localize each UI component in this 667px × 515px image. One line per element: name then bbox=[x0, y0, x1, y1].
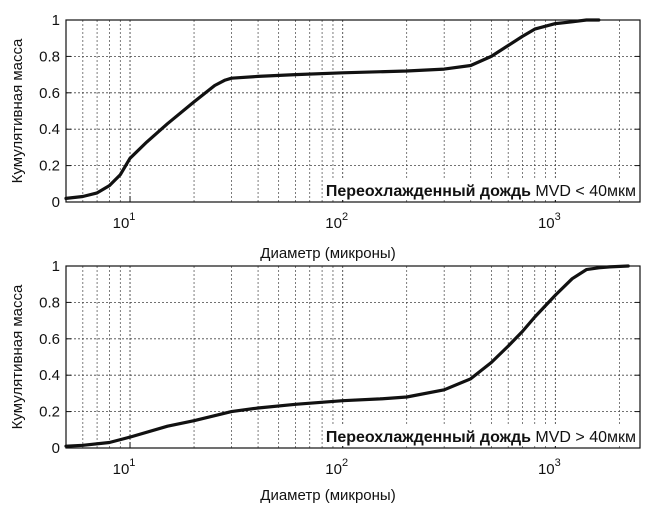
x-tick-exponent: 2 bbox=[342, 211, 348, 223]
y-tick-label: 0.6 bbox=[39, 85, 60, 102]
y-tick-label: 1 bbox=[52, 12, 60, 29]
annotation-bold: Переохлажденный дождь bbox=[326, 183, 531, 200]
annotation-background bbox=[322, 424, 639, 446]
x-tick-label: 102 bbox=[325, 457, 348, 478]
x-tick-base: 10 bbox=[325, 215, 342, 232]
x-tick-base: 10 bbox=[113, 215, 130, 232]
annotation-bold: Переохлажденный дождь bbox=[326, 429, 531, 446]
y-tick-label: 0 bbox=[52, 440, 60, 457]
y-tick-label: 0.2 bbox=[39, 404, 60, 421]
plot-frame bbox=[65, 19, 641, 203]
x-tick-label: 101 bbox=[113, 211, 136, 232]
x-tick-base: 10 bbox=[325, 461, 342, 478]
y-tick-label: 0.6 bbox=[39, 331, 60, 348]
annotation-background bbox=[322, 178, 639, 200]
x-axis-label: Диаметр (микроны) bbox=[260, 245, 395, 262]
x-axis-label: Диаметр (микроны) bbox=[260, 487, 395, 504]
y-tick-label: 0.2 bbox=[39, 158, 60, 175]
y-tick-label: 0.4 bbox=[39, 121, 60, 138]
x-tick-exponent: 2 bbox=[342, 457, 348, 469]
x-tick-label: 102 bbox=[325, 211, 348, 232]
annotation-rest: MVD < 40мкм bbox=[531, 183, 636, 200]
annotation-rest: MVD > 40мкм bbox=[531, 429, 636, 446]
x-tick-exponent: 1 bbox=[129, 211, 135, 223]
x-tick-exponent: 3 bbox=[555, 211, 561, 223]
y-tick-label: 0.4 bbox=[39, 367, 60, 384]
legend-annotation: Переохлажденный дождь MVD < 40мкм bbox=[326, 183, 636, 200]
y-tick-label: 0.8 bbox=[39, 294, 60, 311]
x-tick-label: 103 bbox=[538, 457, 561, 478]
x-tick-exponent: 1 bbox=[129, 457, 135, 469]
series-line bbox=[64, 18, 601, 200]
y-axis-label: Кумулятивная масса bbox=[9, 284, 26, 429]
x-tick-label: 101 bbox=[113, 457, 136, 478]
x-tick-exponent: 3 bbox=[555, 457, 561, 469]
x-tick-base: 10 bbox=[538, 215, 555, 232]
legend-annotation: Переохлажденный дождь MVD > 40мкм bbox=[326, 429, 636, 446]
series-line bbox=[64, 264, 630, 448]
x-tick-base: 10 bbox=[538, 461, 555, 478]
x-tick-base: 10 bbox=[113, 461, 130, 478]
y-axis-label: Кумулятивная масса bbox=[9, 38, 26, 183]
y-tick-label: 0 bbox=[52, 194, 60, 211]
y-tick-label: 1 bbox=[52, 258, 60, 275]
x-tick-label: 103 bbox=[538, 211, 561, 232]
plot-frame bbox=[65, 265, 641, 449]
y-tick-label: 0.8 bbox=[39, 48, 60, 65]
